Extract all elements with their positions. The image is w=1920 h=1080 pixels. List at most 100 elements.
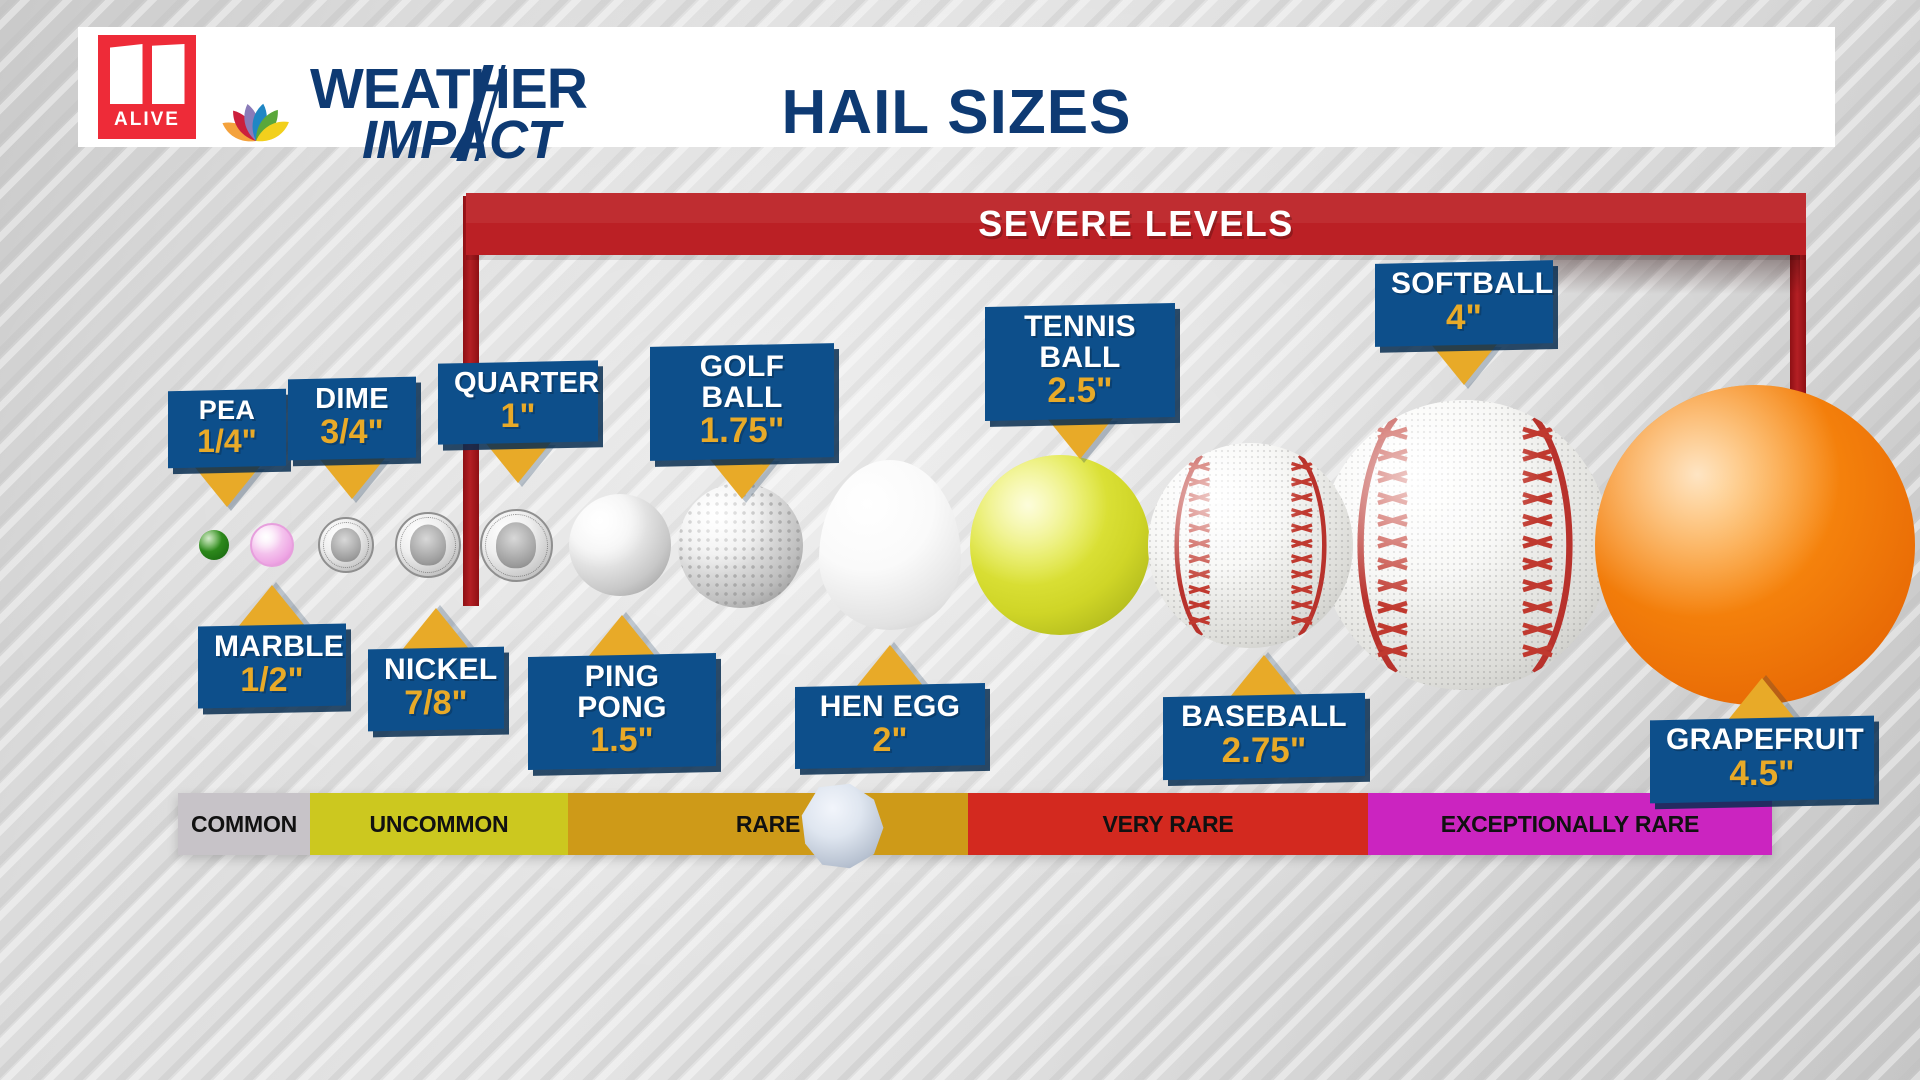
hail-label-size: 1.75" [699, 411, 785, 451]
hail-label-card: PING PONG 1.5" [528, 653, 716, 770]
station-logo-11alive: ALIVE [98, 35, 196, 139]
hail-label-pointer-icon [1046, 416, 1114, 459]
hail-label-size: 1/4" [197, 422, 257, 459]
rarity-segment-exceptionally-rare[interactable]: EXCEPTIONALLY RARE [1368, 793, 1772, 855]
rarity-segment-rare[interactable]: RARE [568, 793, 968, 855]
hail-label-inner: MARBLE 1/2" [214, 630, 345, 699]
rarity-segment-label: UNCOMMON [369, 810, 509, 837]
hail-label-pea[interactable]: PEA 1/4" [168, 388, 286, 508]
hail-label-ping-pong[interactable]: PING PONG 1.5" [528, 615, 716, 770]
rarity-segment-uncommon[interactable]: UNCOMMON [310, 793, 568, 855]
severe-levels-label: SEVERE LEVELS [978, 203, 1294, 244]
hail-object-marble [250, 523, 294, 567]
hail-object-dime [318, 517, 374, 573]
hail-label-card: GRAPEFRUIT 4.5" [1650, 715, 1874, 804]
hail-label-inner: GOLF BALL 1.75" [666, 350, 818, 451]
hail-label-name: TENNIS BALL [1024, 310, 1136, 374]
hail-label-size: 2.75" [1221, 730, 1307, 770]
hail-label-name: NICKEL [384, 653, 498, 686]
hail-label-inner: TENNIS BALL 2.5" [1001, 310, 1159, 411]
rarity-segment-label: COMMON [190, 810, 298, 837]
coin-portrait [330, 527, 362, 563]
hail-label-nickel[interactable]: NICKEL 7/8" [368, 608, 504, 732]
hail-label-pointer-icon [1230, 655, 1298, 697]
hail-label-inner: HEN EGG 2" [811, 690, 969, 759]
hail-label-card: MARBLE 1/2" [198, 623, 346, 709]
hail-label-size: 4" [1445, 297, 1483, 337]
hail-label-name: PING PONG [577, 660, 667, 724]
hail-label-marble[interactable]: MARBLE 1/2" [198, 585, 346, 709]
hail-label-tennis-ball[interactable]: TENNIS BALL 2.5" [985, 303, 1175, 459]
hail-label-name: SOFTBALL [1391, 267, 1554, 300]
hail-label-name: BASEBALL [1181, 700, 1347, 733]
hail-label-hen-egg[interactable]: HEN EGG 2" [795, 645, 985, 770]
hail-label-dime[interactable]: DIME 3/4" [288, 376, 416, 500]
hail-label-name: GRAPEFRUIT [1666, 723, 1864, 756]
rarity-segment-common[interactable]: COMMON [178, 793, 310, 855]
hail-label-pointer-icon [238, 585, 306, 627]
brand-weather-text: WEATHER [310, 57, 588, 121]
hail-label-card: GOLF BALL 1.75" [650, 343, 834, 461]
nbc-peacock-icon [222, 103, 289, 142]
rarity-segment-label: RARE [735, 810, 801, 837]
hail-label-golf-ball[interactable]: GOLF BALL 1.75" [650, 343, 834, 499]
hail-label-softball[interactable]: SOFTBALL 4" [1375, 260, 1554, 386]
hail-label-name: HEN EGG [819, 690, 961, 723]
hail-label-pointer-icon [318, 457, 386, 500]
hail-label-inner: PEA 1/4" [184, 395, 270, 459]
hail-object-quarter [479, 508, 553, 582]
hail-label-pointer-icon [1430, 343, 1498, 386]
hail-label-inner: SOFTBALL 4" [1391, 267, 1554, 337]
hail-label-pointer-icon [588, 615, 656, 657]
weather-impact-wordmark: WEATHER IMPACT [310, 57, 700, 168]
hail-label-grapefruit[interactable]: GRAPEFRUIT 4.5" [1650, 678, 1874, 804]
hail-label-pointer-icon [856, 645, 924, 687]
hail-label-name: DIME [315, 383, 389, 415]
hail-label-size: 4.5" [1729, 753, 1795, 793]
hail-label-name: QUARTER [454, 367, 600, 399]
hail-object-hen-egg [819, 459, 961, 631]
hail-label-name: PEA [198, 395, 256, 425]
hail-object-nickel [395, 512, 461, 578]
hailstone-icon [800, 782, 886, 870]
hail-label-inner: QUARTER 1" [454, 367, 600, 435]
hail-label-card: SOFTBALL 4" [1375, 260, 1554, 348]
hail-label-pointer-icon [1728, 678, 1796, 720]
coin-portrait [410, 524, 446, 566]
coin-rim [400, 517, 456, 573]
ball-stitching-icon [1357, 415, 1573, 675]
hail-label-baseball[interactable]: BASEBALL 2.75" [1163, 655, 1365, 781]
eleven-bars-icon [109, 44, 185, 104]
hail-label-size: 1.5" [590, 721, 654, 760]
hail-label-size: 1" [500, 396, 536, 435]
hail-label-name: MARBLE [214, 630, 345, 663]
hail-label-size: 2" [872, 720, 908, 759]
hail-object-ping-pong [569, 494, 671, 596]
hail-label-inner: PING PONG 1.5" [544, 660, 700, 760]
hail-object-baseball [1147, 442, 1353, 648]
hail-label-card: NICKEL 7/8" [368, 646, 504, 732]
hail-object-grapefruit [1595, 385, 1915, 705]
page-title: HAIL SIZES [781, 78, 1132, 147]
hail-label-quarter[interactable]: QUARTER 1" [438, 360, 600, 484]
hail-label-pointer-icon [193, 465, 261, 508]
banner-drop-shadow [1540, 250, 1800, 294]
hail-label-pointer-icon [484, 441, 552, 484]
hail-object-softball [1320, 400, 1610, 690]
hail-label-inner: DIME 3/4" [304, 383, 400, 451]
alive-wordmark: ALIVE [114, 109, 180, 130]
hail-label-size: 2.5" [1047, 371, 1113, 411]
hail-label-pointer-icon [402, 608, 470, 650]
hail-label-card: DIME 3/4" [288, 376, 416, 461]
hail-object-golf-ball [677, 482, 803, 608]
coin-rim [323, 522, 369, 568]
hail-label-size: 3/4" [320, 412, 384, 451]
rarity-segment-label: EXCEPTIONALLY RARE [1440, 810, 1700, 837]
hail-label-card: TENNIS BALL 2.5" [985, 303, 1175, 421]
banner-highlight [466, 193, 1806, 223]
coin-rim [484, 513, 548, 577]
rarity-segment-very-rare[interactable]: VERY RARE [968, 793, 1368, 855]
rarity-segment-label: VERY RARE [1102, 810, 1234, 837]
coin-portrait [495, 522, 537, 568]
hail-label-card: BASEBALL 2.75" [1163, 692, 1365, 781]
